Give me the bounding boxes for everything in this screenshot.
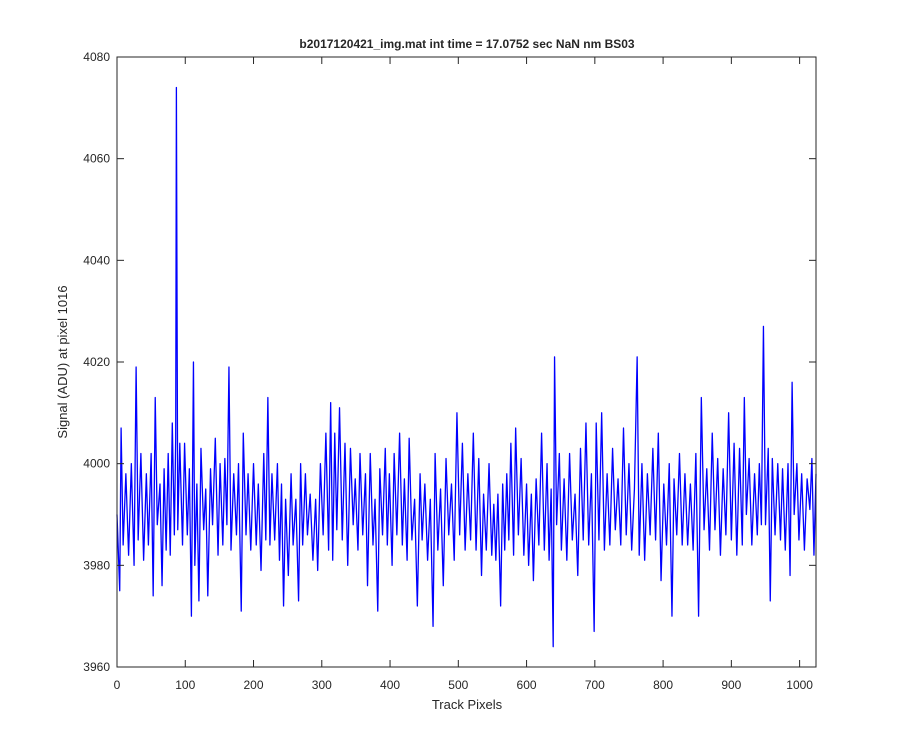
- y-tick-label-4040: 4040: [83, 253, 110, 267]
- y-axis-label: Signal (ADU) at pixel 1016: [55, 285, 70, 438]
- data-line-series-0: [116, 86, 817, 648]
- y-tick-label-3960: 3960: [83, 660, 110, 674]
- x-axis-label: Track Pixels: [432, 697, 503, 712]
- y-tick-label-4060: 4060: [83, 152, 110, 166]
- x-tick-label-0: 0: [114, 678, 121, 692]
- y-tick-label-3980: 3980: [83, 558, 110, 572]
- x-tick-label-900: 900: [721, 678, 741, 692]
- x-tick-label-500: 500: [448, 678, 468, 692]
- y-tick-label-4000: 4000: [83, 457, 110, 471]
- chart-title: b2017120421_img.mat int time = 17.0752 s…: [299, 37, 635, 51]
- y-tick-label-4020: 4020: [83, 355, 110, 369]
- x-tick-label-600: 600: [517, 678, 537, 692]
- x-tick-label-800: 800: [653, 678, 673, 692]
- plot-area: 0 100 200 300 400 500 600 700 800 900 1000 3960 3980…: [83, 50, 817, 692]
- y-tick-label-4080: 4080: [83, 50, 110, 64]
- x-tick-label-100: 100: [175, 678, 195, 692]
- x-tick-label-200: 200: [244, 678, 264, 692]
- x-tick-label-700: 700: [585, 678, 605, 692]
- x-tick-label-400: 400: [380, 678, 400, 692]
- x-tick-label-300: 300: [312, 678, 332, 692]
- x-tick-label-1000: 1000: [786, 678, 813, 692]
